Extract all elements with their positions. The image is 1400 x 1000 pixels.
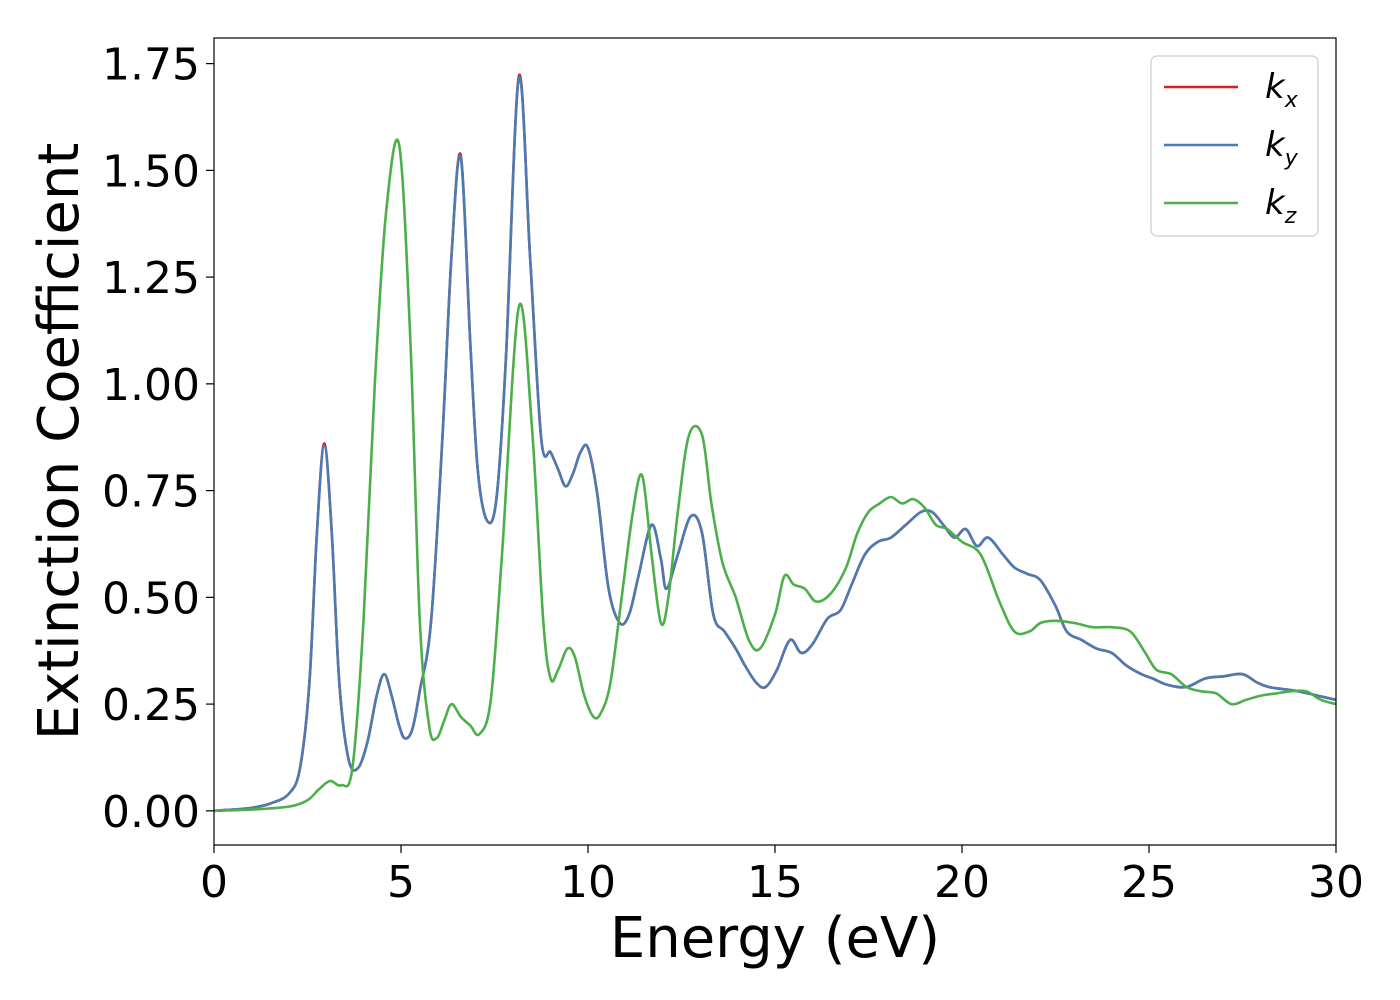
y-tick-label: 1.75	[102, 40, 200, 91]
x-tick-label: 5	[387, 857, 415, 908]
x-tick-label: 0	[200, 857, 228, 908]
x-tick-label: 10	[560, 857, 616, 908]
y-tick-label: 0.50	[102, 573, 200, 624]
y-axis-label: Extinction Coefficient	[27, 143, 92, 741]
series-line-ky	[214, 75, 1336, 813]
y-tick-label: 1.25	[102, 253, 200, 304]
y-axis: 0.00 0.25 0.50 0.75 1.00 1.25 1.50 1.75	[102, 40, 214, 838]
x-tick-label: 30	[1308, 857, 1364, 908]
y-tick-label: 0.25	[102, 680, 200, 731]
series-line-kz	[214, 138, 1336, 813]
y-tick-label: 1.00	[102, 360, 200, 411]
y-tick-label: 1.50	[102, 146, 200, 197]
y-tick-label: 0.75	[102, 467, 200, 518]
x-tick-label: 25	[1121, 857, 1177, 908]
legend: kx ky kz	[1150, 55, 1319, 237]
x-axis: 0 5 10 15 20 25 30	[200, 845, 1364, 908]
legend-label-kz: kz	[1265, 183, 1297, 229]
series-layer	[214, 73, 1336, 813]
x-tick-label: 15	[747, 857, 803, 908]
x-tick-label: 20	[934, 857, 990, 908]
y-tick-label: 0.00	[102, 787, 200, 838]
legend-label-kx: kx	[1265, 67, 1299, 113]
legend-label-ky: ky	[1265, 125, 1299, 171]
x-axis-label: Energy (eV)	[610, 906, 940, 971]
